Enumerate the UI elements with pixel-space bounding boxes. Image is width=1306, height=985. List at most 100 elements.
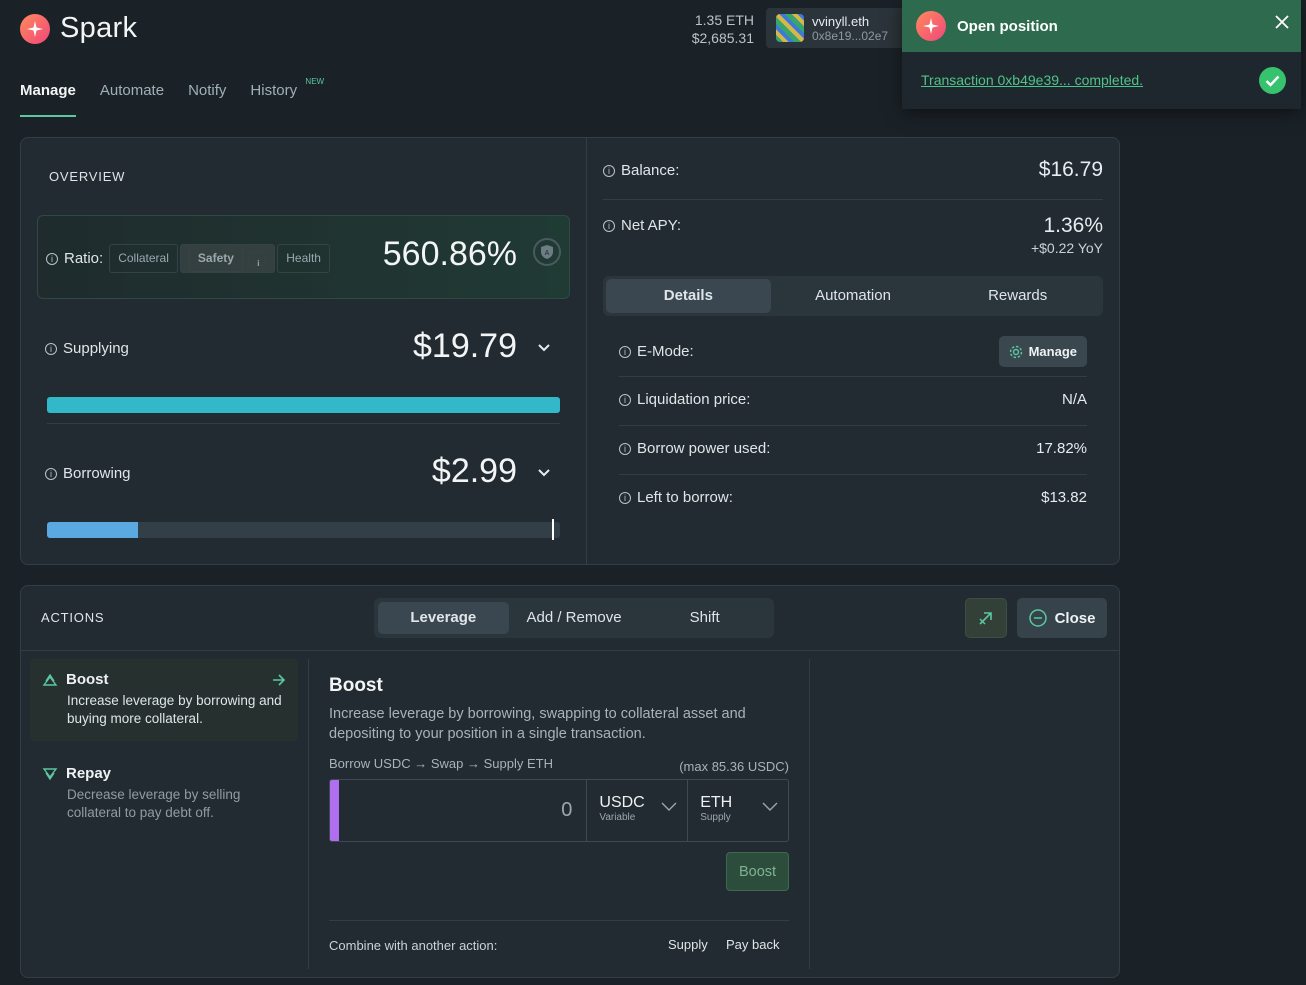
- summary-tabs: Details Automation Rewards: [603, 276, 1103, 316]
- info-icon: i: [619, 394, 631, 407]
- chevron-down-icon[interactable]: [537, 465, 551, 484]
- tab-automation[interactable]: Automation: [815, 287, 891, 304]
- shield-icon[interactable]: A: [533, 238, 561, 266]
- ratio-mode-safety[interactable]: Safety i: [179, 244, 276, 273]
- spark-logo-icon: [20, 13, 50, 44]
- nav-automate[interactable]: Automate: [99, 82, 165, 99]
- emode-label-wrap: i E-Mode:: [619, 343, 694, 360]
- apy-value: 1.36%: [1043, 214, 1103, 237]
- left-label-wrap: i Left to borrow:: [619, 489, 733, 506]
- spark-logo-icon: [916, 11, 946, 41]
- liq-label-wrap: i Liquidation price:: [619, 391, 750, 408]
- boost-side-title: Boost: [66, 671, 109, 688]
- chevron-down-icon[interactable]: [537, 340, 551, 359]
- nav-history-label: History: [250, 82, 298, 99]
- close-icon[interactable]: [1275, 13, 1289, 34]
- apy-yoy: +$0.22 YoY: [1030, 240, 1103, 256]
- balance-label: Balance:: [621, 161, 680, 179]
- liq-value: N/A: [1061, 391, 1087, 408]
- from-token-select[interactable]: USDC Variable: [586, 780, 687, 841]
- toast-title: Open position: [957, 17, 1058, 35]
- close-position-button[interactable]: Close: [1017, 598, 1107, 638]
- combine-label: Combine with another action:: [329, 938, 498, 953]
- overview-panel: [20, 137, 1120, 565]
- side-item-boost[interactable]: Boost Increase leverage by borrowing and…: [30, 659, 298, 741]
- wallet-address: 0x8e19...02e7: [812, 28, 889, 43]
- avatar: [776, 14, 804, 42]
- toast-header: Open position: [902, 0, 1301, 52]
- balance-label-wrap: i Balance:: [603, 162, 679, 179]
- wallet-name: vvinyll.eth: [812, 13, 870, 29]
- divider: [619, 474, 1087, 475]
- emode-manage-label: Manage: [1028, 344, 1077, 359]
- wallet-balance: 1.35 ETH $2,685.31: [692, 11, 754, 47]
- new-badge: NEW: [305, 77, 325, 86]
- emode-manage-button[interactable]: Manage: [998, 336, 1087, 367]
- divider: [619, 376, 1087, 377]
- info-icon: i: [603, 164, 615, 177]
- info-icon: i: [46, 252, 58, 265]
- borrowing-bar-fill: [47, 522, 139, 538]
- tab-details[interactable]: Details: [606, 279, 771, 313]
- liq-label: Liquidation price:: [637, 391, 751, 408]
- borrowing-bar: [47, 522, 560, 538]
- balance-row: i Balance: $16.79: [603, 158, 1103, 182]
- combine-payback-link[interactable]: Pay back: [726, 937, 780, 952]
- nav-history[interactable]: History NEW: [250, 77, 324, 117]
- nav-notify[interactable]: Notify: [188, 82, 227, 99]
- ratio-mode-health[interactable]: Health: [277, 244, 330, 273]
- tab-leverage[interactable]: Leverage: [378, 602, 509, 634]
- to-token-sub: Supply: [700, 812, 731, 823]
- info-icon: i: [248, 251, 267, 268]
- apy-label-wrap: i Net APY:: [603, 217, 681, 234]
- combine-supply-link[interactable]: Supply: [668, 937, 708, 952]
- info-icon: i: [603, 220, 615, 233]
- to-token: ETH: [700, 794, 733, 811]
- borrow-power-row: i Borrow power used: 17.82%: [619, 440, 1087, 457]
- info-icon: i: [619, 346, 631, 359]
- external-link-button[interactable]: [965, 598, 1007, 638]
- app-name: Spark: [60, 12, 138, 44]
- supplying-label: Supplying: [63, 340, 129, 357]
- boost-max[interactable]: (max 85.36 USDC): [679, 759, 789, 774]
- tab-shift[interactable]: Shift: [689, 609, 720, 626]
- supplying-bar: [47, 397, 560, 413]
- divider: [809, 659, 810, 969]
- chevron-down-icon: [661, 802, 677, 811]
- to-token-select[interactable]: ETH Supply: [687, 780, 788, 841]
- divider: [619, 425, 1087, 426]
- check-icon: [1259, 67, 1286, 94]
- side-item-repay[interactable]: Repay Decrease leverage by selling colla…: [30, 753, 298, 834]
- divider: [329, 920, 789, 921]
- divider: [47, 423, 560, 424]
- info-icon: i: [619, 492, 631, 505]
- ratio-mode-collateral[interactable]: Collateral: [109, 244, 178, 273]
- info-icon: i: [619, 443, 631, 456]
- supplying-value: $19.79: [413, 327, 517, 365]
- liquidation-marker: [552, 519, 554, 540]
- borrow-power-label-wrap: i Borrow power used:: [619, 440, 770, 457]
- minus-circle-icon: [1028, 609, 1047, 627]
- arrow-up-right-icon: [979, 612, 992, 625]
- ratio-mode-safety-label: Safety: [188, 244, 243, 272]
- divider: [308, 659, 309, 969]
- wallet-button[interactable]: vvinyll.eth 0x8e19...02e7: [766, 8, 906, 48]
- balance-value: $16.79: [1038, 158, 1103, 181]
- boost-input-group: 0 USDC Variable ETH Supply: [329, 779, 789, 842]
- boost-submit-button[interactable]: Boost: [726, 852, 789, 891]
- boost-title: Boost: [329, 675, 383, 696]
- tab-add-remove[interactable]: Add / Remove: [526, 609, 622, 626]
- boost-side-desc: Increase leverage by borrowing and buyin…: [67, 693, 282, 726]
- ratio-label: Ratio:: [64, 249, 104, 267]
- ratio-mode-selector: Collateral Safety i Health: [109, 244, 330, 273]
- tab-rewards[interactable]: Rewards: [988, 287, 1048, 304]
- actions-tabs: Leverage Add / Remove Shift: [374, 598, 774, 638]
- toast-transaction-link[interactable]: Transaction 0xb49e39... completed.: [921, 72, 1144, 88]
- chevron-down-icon: [762, 802, 778, 811]
- double-chevron-down-icon: [42, 767, 58, 780]
- amount-input[interactable]: 0: [561, 799, 573, 821]
- borrowing-value: $2.99: [431, 452, 517, 490]
- left-value: $13.82: [1041, 489, 1087, 506]
- nav-manage[interactable]: Manage: [20, 82, 76, 117]
- app-logo[interactable]: Spark: [20, 12, 137, 45]
